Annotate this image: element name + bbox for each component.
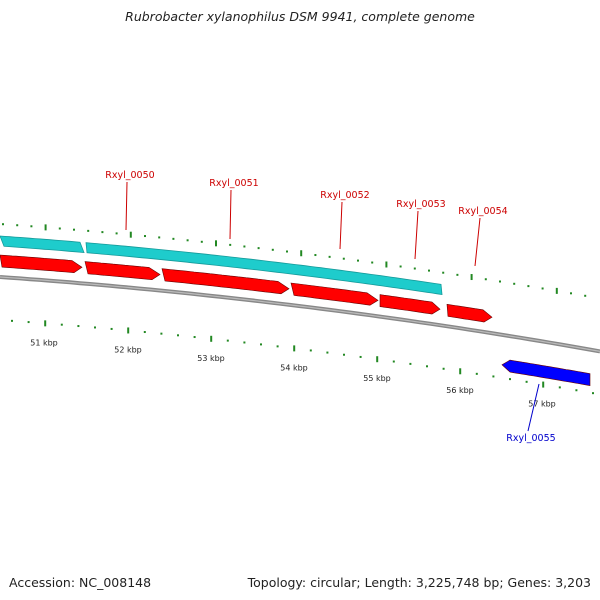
gene-leader-line xyxy=(229,189,232,240)
gene-label: Rxyl_0052 xyxy=(320,190,369,201)
scale-label: 51 kbp xyxy=(30,338,58,347)
cds-reverse-arrow xyxy=(501,359,591,386)
gene-bars xyxy=(0,235,443,295)
map-title: Rubrobacter xylanophilus DSM 9941, compl… xyxy=(125,9,475,24)
scale-label: 53 kbp xyxy=(197,354,225,363)
gene-label: Rxyl_0053 xyxy=(396,199,445,210)
scale-label: 52 kbp xyxy=(114,345,142,354)
backbone-highlight xyxy=(0,276,600,352)
gene-label: Rxyl_0055 xyxy=(506,433,555,444)
scale-label: 57 kbp xyxy=(528,399,556,408)
gene-labels: Rxyl_0050 Rxyl_0051 Rxyl_0052 Rxyl_0053 Rxyl… xyxy=(105,170,555,444)
scale-label: 55 kbp xyxy=(363,374,391,383)
cds-forward-arrow xyxy=(290,282,379,306)
cds-forward-arrow xyxy=(84,261,161,281)
gene-bar xyxy=(85,242,443,295)
tick-marks xyxy=(2,223,594,395)
genome-summary-text: Topology: circular; Length: 3,225,748 bp… xyxy=(247,575,591,590)
gene-leader-line xyxy=(474,217,481,267)
accession-text: Accession: NC_008148 xyxy=(9,575,152,590)
gene-label: Rxyl_0051 xyxy=(209,178,258,189)
cds-forward-arrow xyxy=(0,254,83,274)
cds-features xyxy=(0,254,591,386)
gene-bar xyxy=(0,235,85,253)
gene-leader-line xyxy=(339,201,343,250)
scale-labels: 51 kbp 52 kbp 53 kbp 54 kbp 55 kbp 56 kbp 57 k… xyxy=(30,338,556,408)
gene-label: Rxyl_0054 xyxy=(458,206,507,217)
genome-backbone xyxy=(0,275,600,354)
scale-label: 54 kbp xyxy=(280,363,308,372)
gene-label: Rxyl_0050 xyxy=(105,170,154,181)
cds-forward-arrow xyxy=(379,294,441,315)
gene-leader-line xyxy=(125,181,128,231)
scale-label: 56 kbp xyxy=(446,386,474,395)
cds-forward-arrow xyxy=(161,268,290,295)
cds-forward-arrow xyxy=(446,303,493,323)
gene-leader-line xyxy=(527,383,540,432)
gene-leader-line xyxy=(414,210,419,260)
